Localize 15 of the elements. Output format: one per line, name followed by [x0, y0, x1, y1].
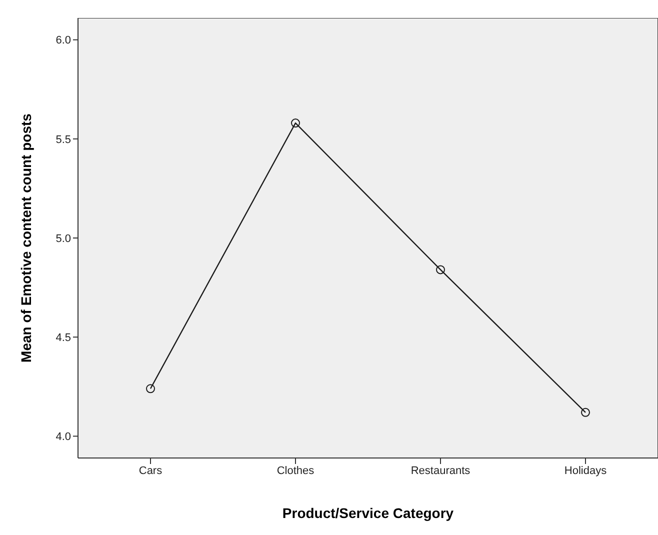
point	[291, 118, 300, 128]
x-axis-title: Product/Service Category	[282, 505, 454, 521]
y-tick-label: 5.0	[56, 232, 71, 245]
point	[436, 265, 445, 274]
y-tick-label: 5.5	[56, 134, 71, 146]
y-tick-label: 6.0	[56, 34, 71, 47]
x-tick-label: Clothes	[276, 464, 315, 477]
y-tick-label: 4.0	[56, 431, 71, 444]
y-axis-title: Mean of Emotive content count posts	[18, 113, 34, 362]
point	[581, 408, 590, 417]
x-tick-label: Restaurants	[410, 464, 471, 477]
point	[146, 384, 155, 394]
y-tick-label: 4.5	[56, 332, 71, 344]
x-tick-label: Cars	[138, 464, 163, 477]
x-tick-label: Holidays	[564, 464, 608, 477]
